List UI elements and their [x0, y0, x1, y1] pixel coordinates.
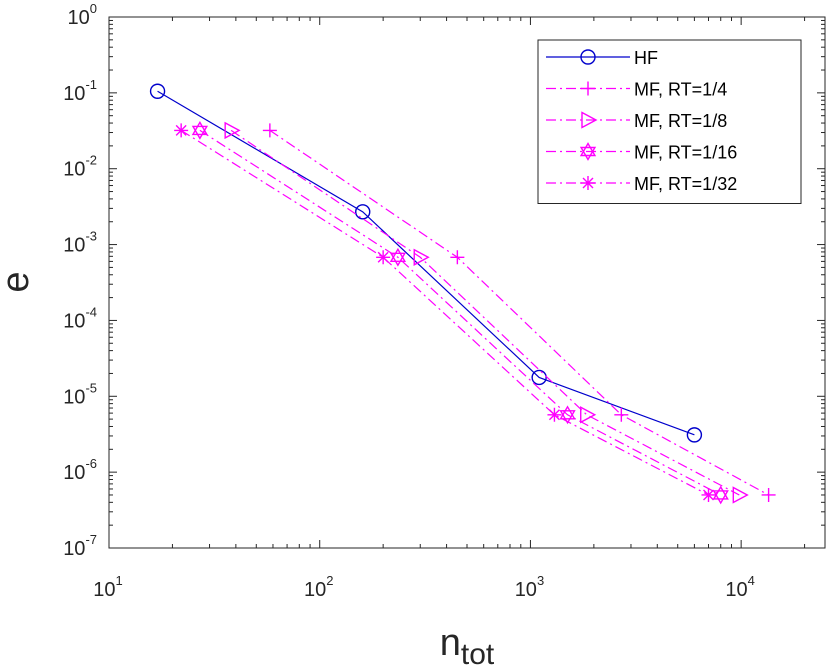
data-point	[547, 407, 562, 422]
data-point	[413, 248, 430, 266]
legend-marker	[581, 176, 595, 190]
data-point	[191, 120, 209, 140]
x-tick-label: 104	[725, 573, 754, 601]
legend: HF MF, RT=1/4 MF, RT=1/8 MF, RT=1/16 MF, RT=…	[537, 39, 802, 204]
legend-item: MF, RT=1/16	[546, 142, 737, 163]
x-tick-label: 103	[515, 573, 544, 601]
y-tick-label: 10-7	[63, 532, 97, 560]
series-layer	[149, 83, 776, 505]
data-point	[559, 405, 576, 425]
series-4	[174, 123, 716, 502]
data-point	[262, 123, 277, 138]
series-line	[230, 129, 740, 496]
legend-label: HF	[634, 48, 658, 68]
legend-item: HF	[546, 48, 658, 68]
x-tick-label: 101	[93, 573, 122, 601]
ticks-layer	[108, 16, 825, 549]
legend-item: MF, RT=1/8	[546, 111, 727, 131]
y-tick-label: 10-2	[63, 153, 97, 181]
legend-marker	[581, 111, 598, 129]
legend-item: MF, RT=1/32	[546, 174, 737, 194]
data-point	[389, 247, 407, 267]
y-tick-label: 10-6	[63, 456, 97, 484]
data-point	[174, 123, 189, 138]
series-line	[269, 129, 769, 496]
data-point	[224, 121, 241, 140]
x-axis-label: ntot	[440, 622, 495, 666]
data-point	[355, 204, 371, 220]
y-tick-label: 10-5	[63, 380, 97, 408]
data-point	[701, 487, 716, 502]
legend-label: MF, RT=1/16	[634, 143, 737, 163]
legend-label: MF, RT=1/4	[634, 80, 727, 100]
x-tick-label: 102	[304, 573, 333, 601]
series-0	[149, 83, 703, 443]
legend-marker	[581, 81, 595, 96]
series-3	[191, 120, 729, 505]
data-point	[149, 83, 166, 99]
data-point	[732, 486, 749, 504]
y-tick-label: 10-4	[63, 304, 97, 332]
series-line	[180, 129, 709, 496]
data-point	[761, 487, 776, 502]
data-point	[531, 369, 547, 386]
labels-layer: 101 102 103 104 100 10-1 10-2 10-3 10-4 10-5 10-6 1…	[0, 1, 755, 671]
data-point	[580, 406, 597, 424]
series-line	[157, 90, 695, 436]
data-point	[712, 485, 729, 505]
legend-marker	[579, 142, 597, 161]
series-1	[262, 123, 776, 502]
data-point	[376, 250, 391, 265]
data-point	[614, 407, 629, 422]
legend-marker	[580, 49, 596, 65]
legend-label: MF, RT=1/8	[634, 111, 727, 131]
data-point	[686, 427, 703, 443]
plot-frame	[108, 16, 826, 549]
y-tick-label: 100	[68, 1, 97, 29]
y-axis-label: e	[0, 271, 37, 292]
y-tick-label: 10-3	[63, 229, 97, 257]
y-tick-label: 10-1	[63, 77, 97, 105]
series-2	[224, 121, 749, 504]
legend-item: MF, RT=1/4	[546, 80, 727, 100]
legend-label: MF, RT=1/32	[634, 174, 737, 194]
data-point	[450, 250, 465, 265]
